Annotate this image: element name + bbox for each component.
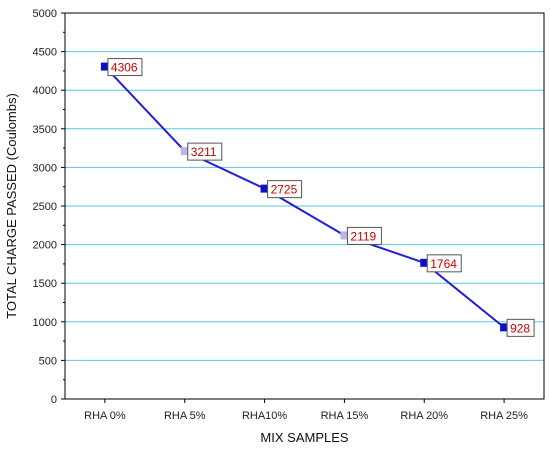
- x-tick-label: RHA 15%: [321, 410, 369, 422]
- y-tick-label: 2000: [33, 240, 57, 252]
- x-tick-label: RHA 25%: [480, 410, 528, 422]
- data-label-box: [426, 254, 462, 273]
- y-axis-title: TOTAL CHARGE PASSED (Coulombs): [4, 93, 19, 319]
- data-point-marker: [100, 62, 109, 71]
- y-tick-label: 1500: [33, 278, 57, 290]
- y-tick-label: 1000: [33, 317, 57, 329]
- data-point-marker: [260, 184, 269, 193]
- y-tick-label: 2500: [33, 201, 57, 213]
- y-tick-label: 0: [51, 394, 57, 406]
- data-label: 2725: [271, 183, 298, 197]
- data-label-box: [187, 142, 223, 161]
- data-label: 928: [510, 321, 530, 335]
- data-label: 3211: [191, 145, 217, 159]
- gridlines: [65, 51, 544, 361]
- x-tick-label: RHA10%: [242, 410, 287, 422]
- x-axis-title: MIX SAMPLES: [260, 430, 348, 445]
- x-tick-label: RHA 20%: [400, 410, 448, 422]
- data-point-marker: [420, 258, 429, 267]
- data-label-box: [346, 226, 382, 245]
- data-point-marker: [340, 231, 349, 240]
- y-tick-label: 500: [39, 355, 57, 367]
- x-axis: RHA 0% RHA 5% RHA10% RHA 15% RHA 20% RHA 25%: [84, 399, 528, 422]
- data-label: 1764: [430, 257, 457, 271]
- y-tick-label: 4000: [33, 85, 57, 97]
- y-tick-label: 3000: [33, 162, 57, 174]
- data-label: 4306: [111, 61, 138, 75]
- data-label-box: [267, 180, 303, 199]
- series-layer: [100, 62, 509, 332]
- data-point-marker: [180, 147, 189, 156]
- y-tick-label: 5000: [33, 8, 57, 20]
- y-tick-label: 4500: [33, 47, 57, 59]
- x-tick-label: RHA 5%: [164, 410, 206, 422]
- data-label: 2119: [350, 229, 376, 243]
- data-label-box: [107, 58, 143, 77]
- data-point-marker: [500, 323, 509, 332]
- y-tick-label: 3500: [33, 124, 57, 136]
- data-label-box: [506, 318, 535, 337]
- series-line: [104, 65, 505, 329]
- y-axis: 0 500 1000 1500 2000 2500 3000 3500 4000 4500 5000: [33, 8, 65, 406]
- x-tick-label: RHA 0%: [84, 410, 126, 422]
- data-labels: 4306 3211 2725 2119 1764 928: [107, 58, 535, 337]
